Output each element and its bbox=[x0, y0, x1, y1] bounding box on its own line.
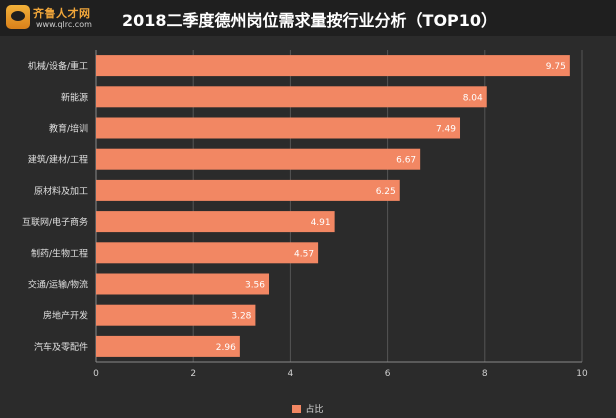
category-label: 互联网/电子商务 bbox=[22, 216, 88, 228]
category-label: 制药/生物工程 bbox=[31, 247, 88, 259]
x-tick-label: 2 bbox=[190, 369, 196, 379]
category-label: 建筑/建材/工程 bbox=[28, 154, 88, 166]
logo-url: www.qlrc.com bbox=[36, 20, 92, 29]
legend-label: 占比 bbox=[305, 405, 324, 415]
value-label: 6.25 bbox=[376, 187, 396, 197]
category-label: 汽车及零配件 bbox=[34, 341, 88, 353]
value-label: 8.04 bbox=[463, 93, 483, 103]
category-label: 原材料及加工 bbox=[34, 185, 88, 197]
legend-swatch bbox=[292, 404, 302, 413]
header-bar: 齐鲁人才网 www.qlrc.com 2018二季度德州岗位需求量按行业分析（T… bbox=[0, 0, 616, 36]
x-tick-label: 4 bbox=[288, 369, 294, 379]
bar bbox=[96, 273, 270, 295]
value-label: 4.91 bbox=[311, 218, 331, 228]
category-label: 新能源 bbox=[61, 91, 88, 103]
value-label: 9.75 bbox=[546, 62, 566, 72]
x-tick-label: 0 bbox=[93, 369, 99, 379]
category-label: 交通/运输/物流 bbox=[28, 279, 88, 291]
value-label: 2.96 bbox=[216, 343, 236, 353]
x-tick-label: 10 bbox=[576, 369, 588, 379]
value-label: 3.28 bbox=[231, 312, 251, 322]
bar bbox=[96, 304, 256, 326]
category-label: 机械/设备/重工 bbox=[28, 60, 88, 72]
bar bbox=[96, 242, 319, 264]
bar bbox=[96, 335, 240, 357]
bar bbox=[96, 179, 400, 201]
category-label: 教育/培训 bbox=[49, 123, 88, 135]
bar bbox=[96, 86, 487, 108]
bar bbox=[96, 211, 335, 233]
logo-icon bbox=[6, 5, 30, 29]
logo-name: 齐鲁人才网 bbox=[33, 7, 91, 20]
site-logo: 齐鲁人才网 www.qlrc.com bbox=[6, 4, 108, 32]
category-label: 房地产开发 bbox=[43, 310, 88, 322]
value-label: 7.49 bbox=[436, 125, 456, 135]
x-tick-label: 8 bbox=[482, 369, 488, 379]
bar bbox=[96, 55, 570, 77]
value-label: 3.56 bbox=[245, 281, 265, 291]
chart-title: 2018二季度德州岗位需求量按行业分析（TOP10） bbox=[122, 11, 498, 30]
value-label: 6.67 bbox=[396, 156, 416, 166]
chart-legend: 占比 bbox=[0, 402, 616, 415]
x-tick-label: 6 bbox=[385, 369, 391, 379]
bar bbox=[96, 148, 421, 170]
bar bbox=[96, 117, 461, 139]
value-label: 4.57 bbox=[294, 249, 314, 259]
